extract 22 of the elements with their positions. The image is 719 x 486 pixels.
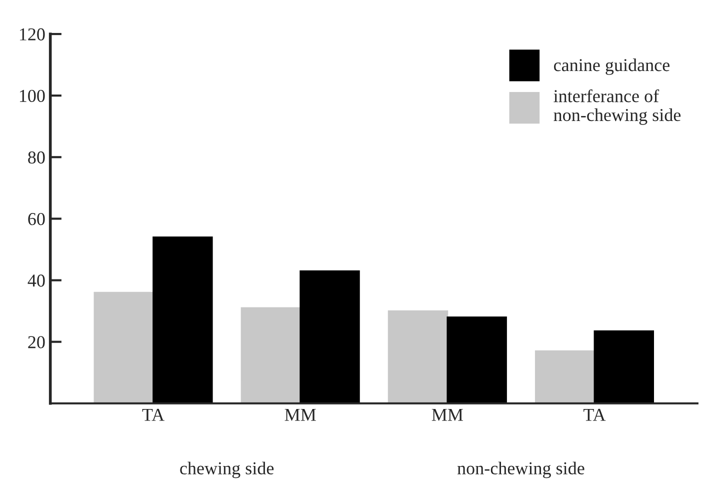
bar — [388, 310, 448, 404]
bar — [240, 307, 302, 404]
text: non-chewing side — [457, 462, 584, 478]
bar — [594, 330, 654, 404]
x-tick-label: TA — [142, 408, 164, 421]
text: chewing side — [180, 462, 274, 478]
y-tick-label: 100 — [20, 90, 45, 102]
bar — [300, 270, 360, 404]
x-tick-label: MM — [432, 408, 463, 421]
y-tick-label: 80 — [28, 151, 45, 164]
y-tick-label: 40 — [28, 274, 45, 287]
bar — [446, 316, 507, 404]
y-tick-label: 60 — [28, 212, 45, 226]
y-tick-label: 120 — [20, 28, 45, 40]
legend-label: canine guidance — [554, 58, 670, 75]
y-tick-label: 20 — [28, 336, 45, 348]
bar — [534, 350, 596, 404]
bar — [152, 236, 213, 404]
x-tick-label: TA — [584, 408, 606, 421]
x-tick-label: MM — [284, 408, 316, 421]
bar — [94, 292, 154, 404]
legend-label: interferance of non-chewing side — [554, 89, 681, 125]
